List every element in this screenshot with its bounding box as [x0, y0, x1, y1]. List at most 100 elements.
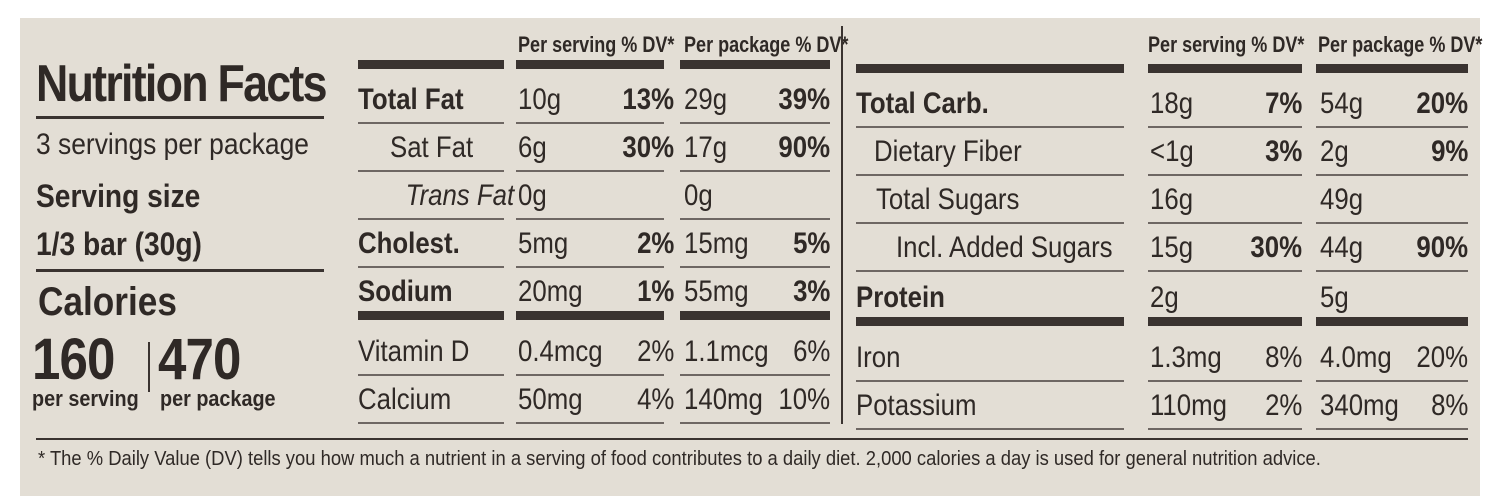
row-divider: [358, 266, 504, 268]
serving-amount: 5mg: [518, 227, 569, 260]
row-divider: [856, 174, 1124, 176]
package-amount: 49g: [1320, 183, 1364, 216]
serving-dv: [1206, 176, 1302, 224]
row-divider: [1148, 222, 1302, 224]
row-divider: [358, 374, 504, 376]
nutrient-name: Incl. Added Sugars: [896, 231, 1113, 264]
serving-amount: 10g: [518, 83, 562, 116]
nutrient-row: Incl. Added Sugars 15g 30% 44g 90%: [20, 224, 1480, 272]
nutrient-row: Sat Fat 6g 30% 17g 90%: [20, 124, 1480, 172]
right-package-bar: [1316, 64, 1468, 73]
serving-amount: 6g: [518, 131, 547, 164]
serving-dv: 2%: [636, 335, 674, 368]
nutrient-row: Protein 2g 5g: [20, 274, 1480, 322]
serving-dv: 1%: [636, 275, 674, 308]
serving-dv: 4%: [636, 383, 674, 416]
section-bar: [856, 317, 1124, 326]
package-dv: 9%: [1430, 135, 1468, 168]
row-divider: [1316, 126, 1468, 128]
nutrition-facts-title: Nutrition Facts: [36, 55, 327, 113]
package-dv: [1372, 274, 1468, 322]
row-divider: [1316, 270, 1468, 272]
serving-dv: [1206, 274, 1302, 322]
serving-dv: 2%: [1264, 389, 1302, 422]
nutrient-row: Total Sugars 16g 49g: [20, 176, 1480, 224]
package-dv: 20%: [1416, 341, 1468, 374]
nutrient-name: Total Carb.: [856, 87, 989, 120]
package-amount: 340mg: [1320, 389, 1399, 422]
serving-amount: <1g: [1150, 135, 1194, 168]
row-divider: [856, 126, 1124, 128]
calories-per-serving: 160: [32, 327, 115, 392]
package-dv: 90%: [778, 131, 830, 164]
package-dv: 6%: [792, 335, 830, 368]
row-divider: [358, 170, 504, 172]
calories-per-package: 470: [158, 327, 241, 392]
row-divider: [516, 374, 664, 376]
title-rule: [36, 116, 324, 119]
serving-size-label: Serving size: [36, 178, 201, 214]
serving-dv: 13%: [622, 83, 674, 116]
package-amount: 54g: [1320, 87, 1364, 120]
package-amount: 29g: [684, 83, 728, 116]
nutrient-name: Total Sugars: [876, 183, 1020, 216]
per-package-label: per package: [160, 386, 276, 411]
row-divider: [680, 218, 830, 220]
per-serving-label: per serving: [32, 386, 139, 411]
row-divider: [1148, 428, 1302, 430]
nutrient-row: Iron 1.3mg 8% 4.0mg 20%: [20, 334, 1480, 382]
nutrient-name: Sodium: [358, 275, 453, 308]
right-header-per-serving: Per serving % DV*: [1148, 32, 1305, 57]
row-divider: [680, 170, 830, 172]
row-divider: [1316, 174, 1468, 176]
right-header-per-package: Per package % DV*: [1318, 32, 1483, 57]
package-amount: 0g: [684, 179, 713, 212]
row-divider: [1148, 270, 1302, 272]
package-amount: 1.1mcg: [684, 335, 769, 368]
package-dv: 8%: [1430, 389, 1468, 422]
row-divider: [516, 422, 664, 424]
serving-dv: 2%: [636, 227, 674, 260]
left-package-bar: [680, 60, 830, 69]
left-name-bar: [358, 60, 504, 69]
section-bar: [516, 311, 664, 320]
row-divider: [358, 218, 504, 220]
servings-per-package: 3 servings per package: [36, 128, 309, 161]
serving-size-value: 1/3 bar (30g): [36, 226, 202, 262]
nutrition-facts-panel: Nutrition Facts 3 servings per package S…: [20, 18, 1482, 496]
serving-dv: 7%: [1264, 87, 1302, 120]
serving-rule: [36, 269, 324, 272]
nutrient-name: Total Fat: [358, 83, 464, 116]
footnote-rule: [36, 438, 1468, 440]
nutrient-row: Cholest. 5mg 2% 15mg 5%: [20, 220, 1480, 268]
serving-dv: 8%: [1264, 341, 1302, 374]
row-divider: [358, 422, 504, 424]
serving-amount: 16g: [1150, 183, 1194, 216]
row-divider: [680, 122, 830, 124]
left-header-per-serving: Per serving % DV*: [518, 32, 675, 57]
row-divider: [1148, 174, 1302, 176]
package-dv: 5%: [792, 227, 830, 260]
left-header-per-package: Per package % DV*: [684, 32, 849, 57]
row-divider: [358, 122, 504, 124]
serving-amount: 2g: [1150, 281, 1179, 314]
row-divider: [856, 380, 1124, 382]
package-amount: 140mg: [684, 383, 763, 416]
right-name-bar: [856, 64, 1124, 73]
package-dv: 39%: [778, 83, 830, 116]
calories-divider: [148, 342, 150, 392]
column-separator: [841, 26, 843, 424]
nutrient-name: Sat Fat: [390, 131, 474, 164]
nutrient-name: Calcium: [358, 383, 452, 416]
calories-label: Calories: [38, 280, 177, 324]
row-divider: [1148, 126, 1302, 128]
row-divider: [680, 266, 830, 268]
nutrient-row: Calcium 50mg 4% 140mg 10%: [20, 376, 1480, 424]
serving-dv: 30%: [1250, 231, 1302, 264]
section-bar: [1148, 317, 1302, 326]
nutrient-row: Sodium 20mg 1% 55mg 3%: [20, 268, 1480, 316]
right-serving-bar: [1148, 64, 1302, 73]
nutrient-name: Potassium: [856, 389, 977, 422]
section-bar: [1316, 317, 1468, 326]
row-divider: [1316, 222, 1468, 224]
